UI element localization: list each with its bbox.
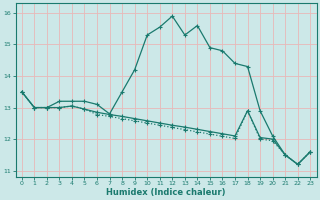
X-axis label: Humidex (Indice chaleur): Humidex (Indice chaleur) — [106, 188, 226, 197]
